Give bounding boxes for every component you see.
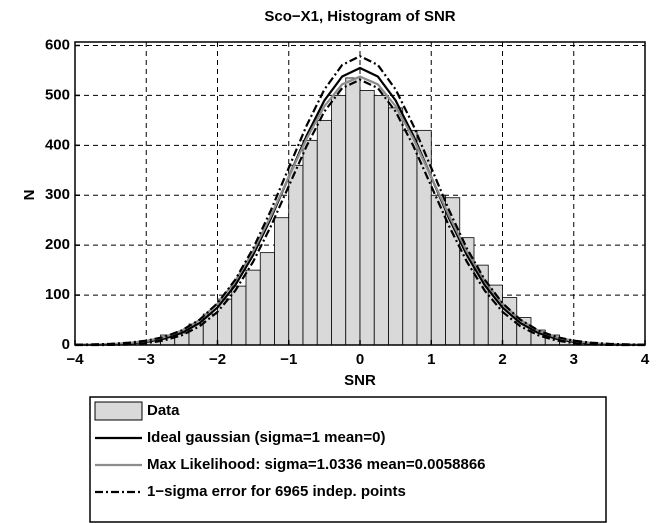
legend-swatch <box>94 401 143 421</box>
histogram-bar <box>245 269 261 346</box>
histogram-bar <box>316 119 332 346</box>
histogram-bar <box>302 139 318 346</box>
y-tick-label: 400 <box>45 136 70 153</box>
legend-label: Max Likelihood: sigma=1.0336 mean=0.0058… <box>147 456 486 473</box>
histogram-bar <box>373 95 389 346</box>
chart-title: Sco−X1, Histogram of SNR <box>264 8 455 25</box>
y-tick-label: 300 <box>45 186 70 203</box>
curve <box>75 78 645 347</box>
x-tick-label: 4 <box>641 351 650 368</box>
x-tick-label: 1 <box>427 351 435 368</box>
x-tick-label: 2 <box>498 351 506 368</box>
histogram-bar <box>359 90 375 346</box>
x-tick-label: −3 <box>138 351 155 368</box>
histogram-bar <box>402 129 418 346</box>
y-tick-label: 600 <box>45 36 70 53</box>
histogram-bar <box>331 95 347 346</box>
x-axis-label: SNR <box>344 372 376 389</box>
legend-box <box>89 396 607 523</box>
x-tick-label: 3 <box>570 351 578 368</box>
y-tick-label: 0 <box>62 336 70 353</box>
x-tick-label: −2 <box>209 351 226 368</box>
curve <box>74 54 646 346</box>
y-tick-label: 100 <box>45 286 70 303</box>
legend-label: Data <box>147 402 180 419</box>
histogram-bar <box>388 107 404 346</box>
legend-label: Ideal gaussian (sigma=1 mean=0) <box>147 429 385 446</box>
curve <box>74 66 646 346</box>
histogram-bar <box>430 194 446 346</box>
x-tick-label: −4 <box>66 351 84 368</box>
y-axis-label: N <box>21 190 38 201</box>
y-tick-label: 500 <box>45 86 70 103</box>
legend-label: 1−sigma error for 6965 indep. points <box>147 483 406 500</box>
histogram-bar <box>259 252 275 346</box>
histogram-bar <box>231 285 247 346</box>
x-tick-label: −1 <box>280 351 297 368</box>
x-tick-label: 0 <box>356 351 364 368</box>
histogram-bar <box>288 164 304 346</box>
y-tick-label: 200 <box>45 236 70 253</box>
histogram-bar <box>274 217 290 346</box>
histogram-bar <box>345 77 361 346</box>
